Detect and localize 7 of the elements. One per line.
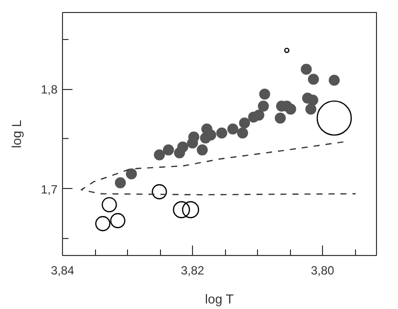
y-axis-title: log L: [8, 120, 24, 148]
x-tick-label: 3,80: [310, 264, 335, 278]
x-tick-label: 3,82: [180, 264, 205, 278]
y-tick-label: 1,8: [40, 82, 58, 97]
x-axis-title: log T: [205, 292, 234, 306]
y-tick-label: 1,7: [40, 182, 58, 196]
x-tick-label: 3,84: [50, 264, 75, 278]
